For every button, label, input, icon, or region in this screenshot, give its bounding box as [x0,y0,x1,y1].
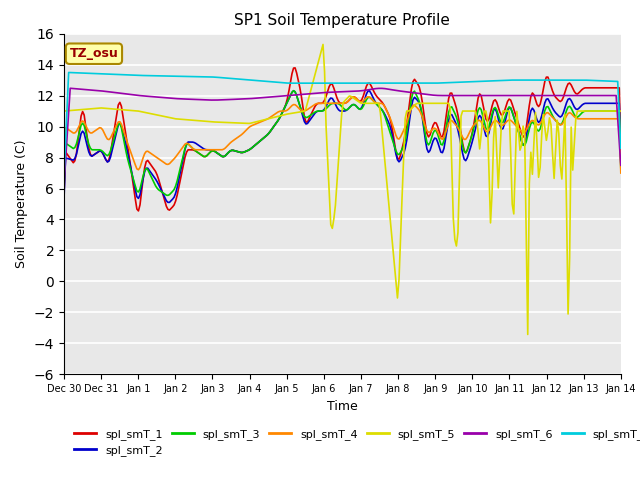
Legend: spl_smT_1, spl_smT_2, spl_smT_3, spl_smT_4, spl_smT_5, spl_smT_6, spl_smT_7: spl_smT_1, spl_smT_2, spl_smT_3, spl_smT… [70,424,640,460]
spl_smT_2 [589,100,596,106]
spl_smT_5 [129,108,136,113]
spl_smT_3 [129,172,136,178]
Line: spl_smT_1: spl_smT_1 [64,68,621,211]
spl_smT_7 [65,70,72,75]
spl_smT_2 [307,116,314,122]
spl_smT_4 [588,116,595,121]
spl_smT_7 [246,77,254,83]
spl_smT_1 [134,208,142,214]
spl_smT_2 [60,196,68,202]
spl_smT_1 [246,146,254,152]
spl_smT_6 [246,96,254,101]
X-axis label: Time: Time [327,400,358,413]
spl_smT_3 [246,146,254,152]
spl_smT_1 [307,112,314,118]
spl_smT_7 [130,72,138,78]
spl_smT_4 [60,176,68,181]
spl_smT_3 [589,108,596,114]
spl_smT_2 [617,160,625,166]
spl_smT_3 [307,112,314,118]
spl_smT_4 [303,107,311,112]
spl_smT_4 [364,94,372,100]
spl_smT_7 [305,80,313,86]
spl_smT_1 [60,192,68,197]
spl_smT_6 [228,96,236,102]
spl_smT_5 [226,120,234,125]
Text: TZ_osu: TZ_osu [70,47,118,60]
spl_smT_5 [319,42,327,48]
spl_smT_6 [130,92,138,98]
spl_smT_6 [305,91,313,96]
spl_smT_5 [254,119,262,124]
spl_smT_5 [524,332,532,337]
spl_smT_2 [166,200,173,205]
Line: spl_smT_3: spl_smT_3 [64,91,621,195]
spl_smT_4 [254,120,262,126]
spl_smT_5 [303,100,311,106]
spl_smT_5 [617,108,625,114]
spl_smT_6 [588,93,595,98]
spl_smT_2 [228,147,236,153]
spl_smT_1 [129,175,136,180]
spl_smT_3 [164,192,172,198]
spl_smT_1 [589,85,596,91]
spl_smT_3 [290,88,298,94]
spl_smT_4 [244,125,252,131]
spl_smT_6 [617,162,625,168]
spl_smT_3 [60,186,68,192]
spl_smT_5 [589,108,596,114]
spl_smT_7 [255,78,263,84]
spl_smT_1 [291,65,299,71]
Line: spl_smT_4: spl_smT_4 [64,97,621,179]
Line: spl_smT_5: spl_smT_5 [64,45,621,335]
spl_smT_4 [129,154,136,159]
spl_smT_1 [255,139,263,144]
spl_smT_5 [60,108,68,114]
spl_smT_7 [588,77,595,83]
spl_smT_3 [255,139,263,144]
spl_smT_7 [228,76,236,82]
Y-axis label: Soil Temperature (C): Soil Temperature (C) [15,140,28,268]
spl_smT_4 [617,170,625,176]
Title: SP1 Soil Temperature Profile: SP1 Soil Temperature Profile [234,13,451,28]
spl_smT_2 [255,139,263,144]
spl_smT_2 [129,172,136,178]
spl_smT_1 [617,149,625,155]
Line: spl_smT_7: spl_smT_7 [64,72,621,177]
spl_smT_6 [60,182,68,188]
spl_smT_2 [290,88,298,94]
spl_smT_7 [617,145,625,151]
spl_smT_4 [226,140,234,146]
spl_smT_6 [255,95,263,101]
spl_smT_6 [67,85,74,91]
spl_smT_2 [246,146,254,152]
spl_smT_5 [244,120,252,126]
spl_smT_3 [228,147,236,153]
Line: spl_smT_6: spl_smT_6 [64,88,621,185]
spl_smT_3 [617,165,625,171]
spl_smT_1 [228,147,236,153]
Line: spl_smT_2: spl_smT_2 [64,91,621,203]
spl_smT_7 [60,174,68,180]
